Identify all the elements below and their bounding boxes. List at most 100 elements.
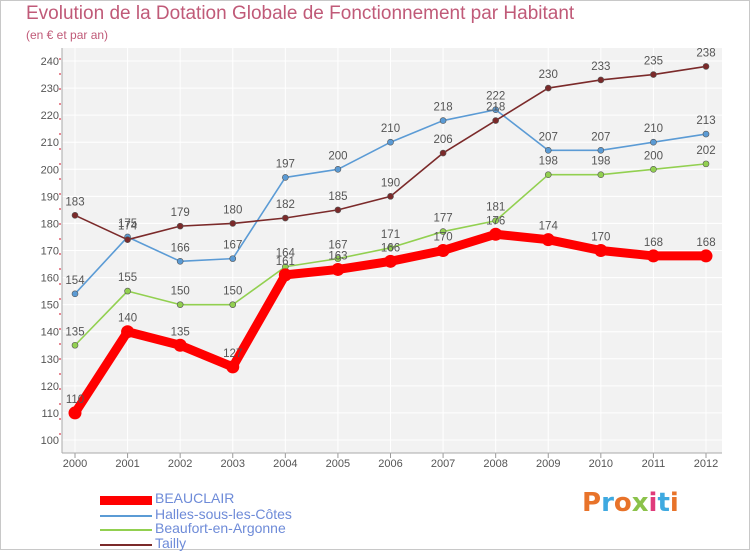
- data-point: [544, 84, 552, 92]
- logo-letter: t: [657, 488, 670, 518]
- data-point: [282, 174, 289, 181]
- legend-swatch: [100, 529, 152, 531]
- data-point: [331, 262, 345, 276]
- y-tick-label: 100: [41, 435, 59, 447]
- data-point: [492, 217, 499, 225]
- x-tick-label: 2001: [115, 458, 139, 470]
- logo-letter: x: [631, 488, 649, 518]
- data-point: [173, 338, 187, 352]
- data-point: [699, 249, 713, 263]
- data-label: 168: [644, 237, 663, 249]
- data-label: 135: [65, 326, 84, 338]
- data-point: [334, 165, 342, 173]
- legend-label: Tailly: [155, 535, 187, 551]
- data-point: [646, 249, 660, 263]
- legend-label: BEAUCLAIR: [155, 490, 235, 506]
- legend-label: Beaufort-en-Argonne: [155, 520, 286, 536]
- y-tick-label: 200: [41, 164, 59, 176]
- data-point: [650, 138, 657, 146]
- data-label: 166: [171, 242, 190, 254]
- data-point: [278, 268, 292, 282]
- data-label: 218: [486, 102, 505, 114]
- data-label: 182: [276, 199, 295, 211]
- y-tick-label: 110: [41, 408, 59, 420]
- chart-subtitle: (en € et par an): [26, 28, 109, 42]
- proxiti-logo[interactable]: Proxiti: [582, 488, 679, 518]
- data-label: 218: [433, 102, 452, 114]
- y-tick-label: 240: [41, 56, 59, 68]
- x-tick-label: 2008: [483, 458, 507, 470]
- data-label: 233: [591, 61, 610, 73]
- data-point: [124, 287, 131, 295]
- data-point: [121, 325, 135, 339]
- data-label: 174: [539, 221, 559, 233]
- data-label: 200: [328, 150, 347, 162]
- data-label: 110: [66, 394, 84, 406]
- y-tick-label: 180: [41, 218, 59, 230]
- data-point: [702, 130, 710, 138]
- data-label: 127: [223, 348, 242, 360]
- data-point: [544, 147, 552, 154]
- data-label: 150: [171, 286, 190, 298]
- x-tick-label: 2003: [221, 458, 245, 470]
- data-point: [71, 341, 79, 349]
- data-label: 161: [276, 256, 295, 268]
- data-label: 198: [591, 156, 610, 168]
- data-point: [176, 258, 184, 265]
- data-label: 176: [486, 215, 505, 227]
- data-label: 164: [276, 248, 296, 260]
- y-tick-label: 140: [41, 327, 59, 339]
- data-point: [650, 71, 657, 78]
- data-label: 170: [433, 232, 452, 244]
- logo-letter: P: [582, 488, 602, 518]
- data-label: 135: [171, 326, 190, 338]
- logo-letter: i: [669, 488, 679, 518]
- data-point: [650, 165, 657, 173]
- data-label: 206: [433, 134, 452, 146]
- y-tick-label: 220: [41, 110, 59, 122]
- data-point: [439, 117, 447, 124]
- x-tick-label: 2005: [326, 458, 350, 470]
- y-tick-label: 120: [41, 381, 59, 393]
- data-point: [68, 406, 82, 420]
- data-point: [71, 290, 79, 298]
- data-label: 171: [381, 229, 400, 241]
- data-label: 168: [696, 237, 715, 249]
- data-label: 181: [486, 202, 505, 214]
- y-tick-label: 230: [41, 83, 59, 95]
- data-label: 207: [539, 131, 558, 143]
- x-tick-label: 2000: [63, 458, 87, 470]
- data-point: [334, 255, 342, 262]
- data-label: 185: [328, 191, 347, 203]
- data-point: [702, 160, 710, 168]
- data-label: 150: [223, 286, 242, 298]
- data-point: [439, 228, 447, 235]
- data-label: 210: [644, 123, 663, 135]
- y-tick-label: 150: [41, 300, 59, 312]
- data-point: [439, 149, 447, 157]
- data-label: 177: [433, 213, 452, 225]
- x-tick-label: 2006: [378, 458, 402, 470]
- x-tick-label: 2012: [694, 458, 718, 470]
- data-point: [384, 254, 397, 268]
- data-label: 183: [65, 196, 84, 208]
- y-tick-label: 170: [41, 246, 59, 258]
- logo-letter: r: [601, 488, 614, 518]
- data-label: 166: [381, 242, 400, 254]
- data-label: 140: [118, 313, 137, 325]
- data-label: 154: [65, 275, 85, 287]
- y-tick-label: 130: [41, 354, 59, 366]
- data-label: 167: [223, 240, 242, 252]
- data-point: [436, 244, 450, 257]
- legend-swatch: [100, 544, 152, 546]
- x-tick-label: 2009: [536, 458, 560, 470]
- data-point: [229, 255, 237, 262]
- legend-swatch: [100, 515, 152, 517]
- data-point: [594, 244, 608, 257]
- chart-title: Evolution de la Dotation Globale de Fonc…: [26, 3, 575, 24]
- data-point: [544, 171, 552, 178]
- data-point: [597, 147, 605, 154]
- data-point: [597, 76, 605, 84]
- data-label: 167: [328, 240, 347, 252]
